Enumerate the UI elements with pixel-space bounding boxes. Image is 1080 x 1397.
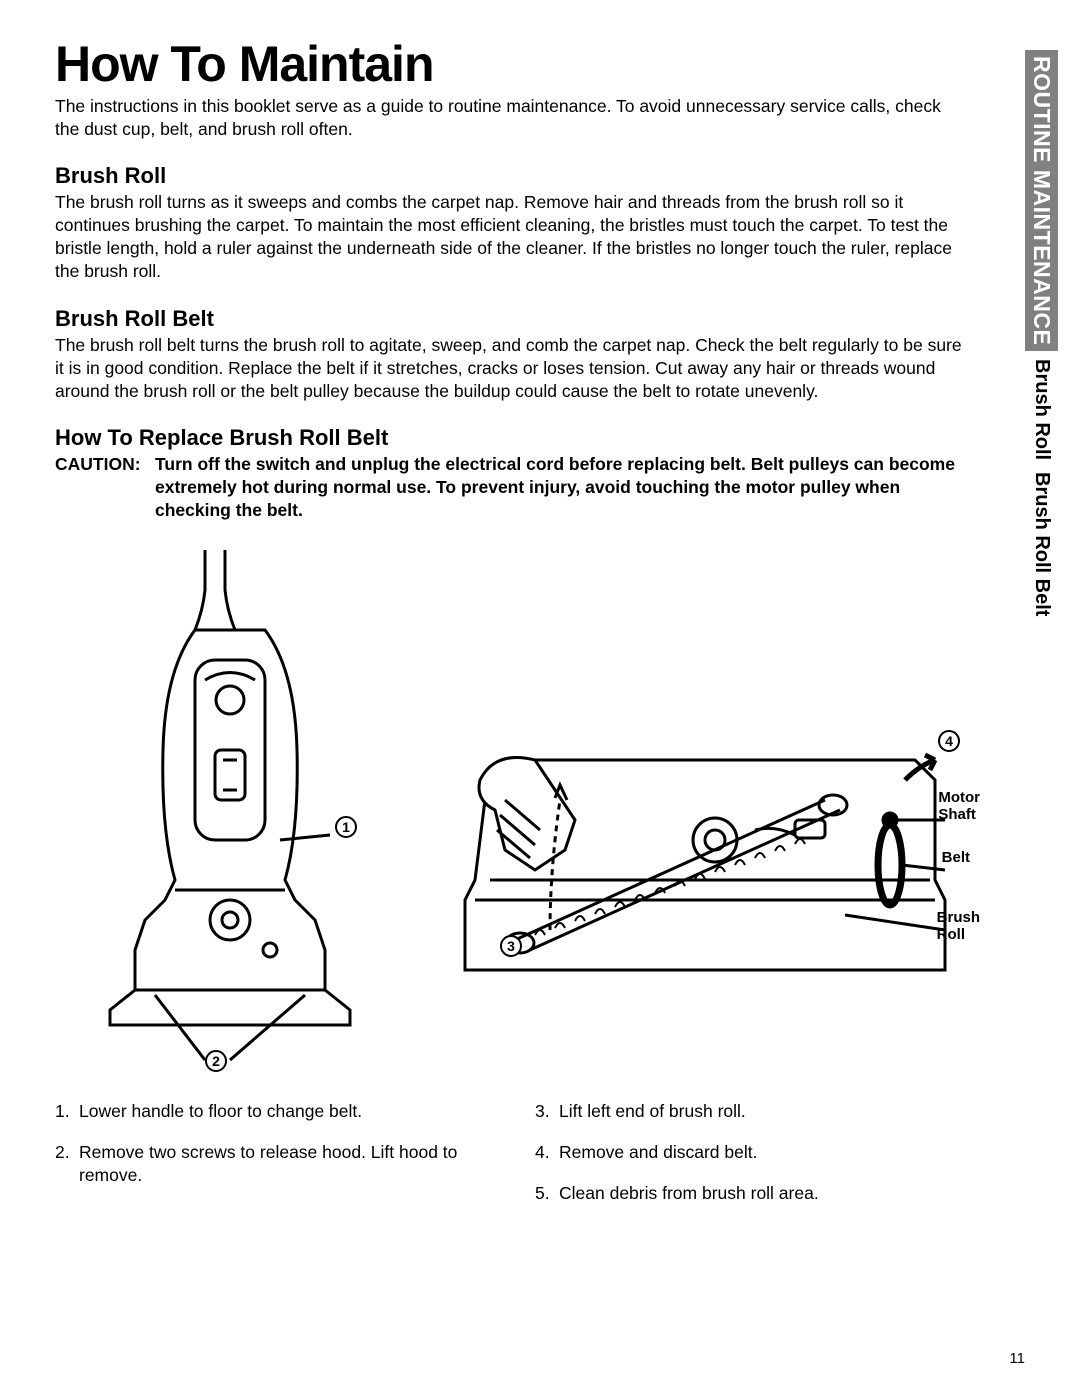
caution-text: Turn off the switch and unplug the elect… — [155, 453, 965, 522]
steps-col-left: 1. Lower handle to floor to change belt.… — [55, 1100, 485, 1222]
steps-col-right: 3. Lift left end of brush roll. 4. Remov… — [535, 1100, 965, 1222]
step-text: Clean debris from brush roll area. — [559, 1182, 965, 1205]
step-text: Lower handle to floor to change belt. — [79, 1100, 485, 1123]
step-text: Lift left end of brush roll. — [559, 1100, 965, 1123]
steps: 1. Lower handle to floor to change belt.… — [55, 1100, 965, 1222]
heading-brush-roll: Brush Roll — [55, 163, 1025, 189]
caution: CAUTION: Turn off the switch and unplug … — [55, 453, 965, 522]
brushroll-illustration — [445, 540, 965, 1080]
step-num: 4. — [535, 1141, 559, 1164]
tab-routine-maintenance: ROUTINE MAINTENANCE — [1025, 50, 1058, 351]
step-num: 5. — [535, 1182, 559, 1205]
tab-brush-roll: Brush Roll — [1025, 351, 1058, 464]
label-motor-shaft: Motor Shaft — [938, 790, 980, 823]
callout-1: 1 — [335, 816, 357, 838]
vacuum-illustration — [55, 540, 405, 1080]
step-text: Remove two screws to release hood. Lift … — [79, 1141, 485, 1187]
diagram-vacuum-upright: 1 2 — [55, 540, 405, 1080]
body-brush-roll: The brush roll turns as it sweeps and co… — [55, 191, 965, 283]
step-5: 5. Clean debris from brush roll area. — [535, 1182, 965, 1205]
diagram-brush-roll: 3 4 Motor Shaft Belt Brush Roll — [445, 540, 965, 1080]
intro-text: The instructions in this booklet serve a… — [55, 95, 965, 141]
step-text: Remove and discard belt. — [559, 1141, 965, 1164]
step-num: 1. — [55, 1100, 79, 1123]
step-4: 4. Remove and discard belt. — [535, 1141, 965, 1164]
label-belt: Belt — [942, 850, 970, 867]
diagram-area: 1 2 — [55, 540, 965, 1080]
callout-3: 3 — [500, 935, 522, 957]
callout-2: 2 — [205, 1050, 227, 1072]
step-num: 2. — [55, 1141, 79, 1187]
side-tab: ROUTINE MAINTENANCE Brush Roll Brush Rol… — [1025, 50, 1058, 621]
page-title: How To Maintain — [55, 35, 1025, 93]
step-2: 2. Remove two screws to release hood. Li… — [55, 1141, 485, 1187]
body-brush-roll-belt: The brush roll belt turns the brush roll… — [55, 334, 965, 403]
callout-4: 4 — [938, 730, 960, 752]
label-brush-roll: Brush Roll — [937, 910, 980, 943]
heading-brush-roll-belt: Brush Roll Belt — [55, 306, 1025, 332]
tab-brush-roll-belt: Brush Roll Belt — [1025, 464, 1058, 620]
caution-label: CAUTION: — [55, 453, 155, 522]
step-3: 3. Lift left end of brush roll. — [535, 1100, 965, 1123]
page-number: 11 — [1009, 1350, 1025, 1367]
heading-replace-belt: How To Replace Brush Roll Belt — [55, 425, 1025, 451]
step-1: 1. Lower handle to floor to change belt. — [55, 1100, 485, 1123]
step-num: 3. — [535, 1100, 559, 1123]
